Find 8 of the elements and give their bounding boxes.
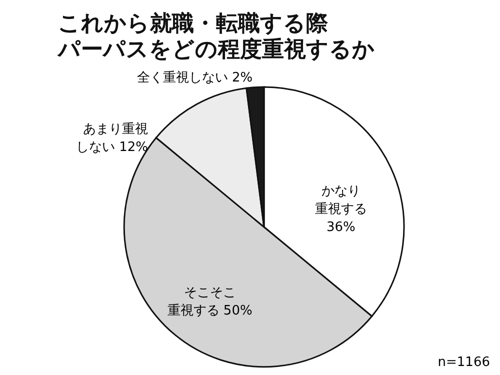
slice-label: あまり重視しない 12%	[76, 122, 148, 155]
slice-label: そこそこ重視する 50%	[167, 285, 252, 318]
chart-subtitle: パーパスをどの程度重視するか	[57, 36, 375, 62]
text: n=1166	[438, 355, 490, 370]
slice-label: 全く重視しない 2%	[136, 70, 253, 86]
chart-title: これから就職・転職する際	[58, 11, 329, 36]
slice-label: かなり重視する	[314, 184, 367, 217]
data-label: 36%	[326, 220, 356, 235]
